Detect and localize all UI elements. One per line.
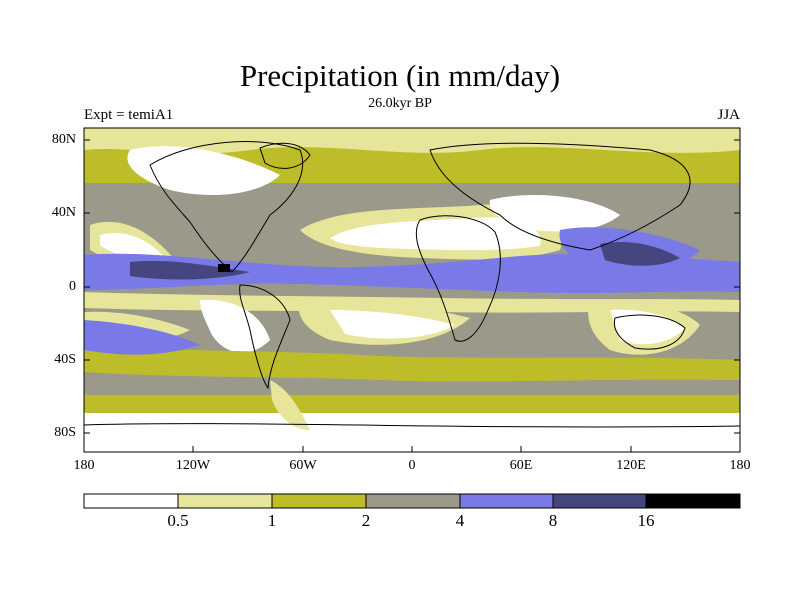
lat-label-80s: 80S xyxy=(54,425,76,440)
lon-label-60w: 60W xyxy=(289,458,317,473)
lat-label-40s: 40S xyxy=(54,352,76,367)
axis-ticks xyxy=(83,139,741,452)
colorbar-level-1: 1 xyxy=(267,511,277,530)
precip-field xyxy=(84,128,740,452)
lon-label-60e: 60E xyxy=(509,458,533,473)
colorbar xyxy=(83,493,741,509)
colorbar-bin-4 xyxy=(365,493,461,509)
lon-label-180e: 180 xyxy=(729,458,751,473)
colorbar-bin-6 xyxy=(552,493,647,509)
colorbar-level-0-5: 0.5 xyxy=(167,511,189,530)
season-label: JJA xyxy=(717,107,740,123)
lon-label-120w: 120W xyxy=(175,458,211,473)
colorbar-level-8: 8 xyxy=(548,511,558,530)
colorbar-level-16: 16 xyxy=(637,511,655,530)
lon-label-0: 0 xyxy=(408,458,416,473)
colorbar-level-2: 2 xyxy=(361,511,371,530)
colorbar-bin-7 xyxy=(645,493,741,509)
precip-max-cell xyxy=(218,264,230,272)
map-title: Precipitation (in mm/day) xyxy=(239,58,561,93)
colorbar-level-4: 4 xyxy=(455,511,465,530)
lat-label-0: 0 xyxy=(69,279,76,294)
colorbar-bin-2 xyxy=(177,493,273,509)
lon-label-180w: 180 xyxy=(73,458,95,473)
colorbar-bin-5 xyxy=(459,493,554,509)
map-subtitle: 26.0kyr BP xyxy=(368,96,432,111)
colorbar-bin-1 xyxy=(83,493,179,509)
lat-label-40n: 40N xyxy=(51,205,76,220)
colorbar-bin-3 xyxy=(271,493,367,509)
coastlines xyxy=(84,141,740,428)
experiment-label: Expt = temiA1 xyxy=(84,107,174,123)
lat-label-80n: 80N xyxy=(51,132,76,147)
lon-label-120e: 120E xyxy=(616,458,646,473)
